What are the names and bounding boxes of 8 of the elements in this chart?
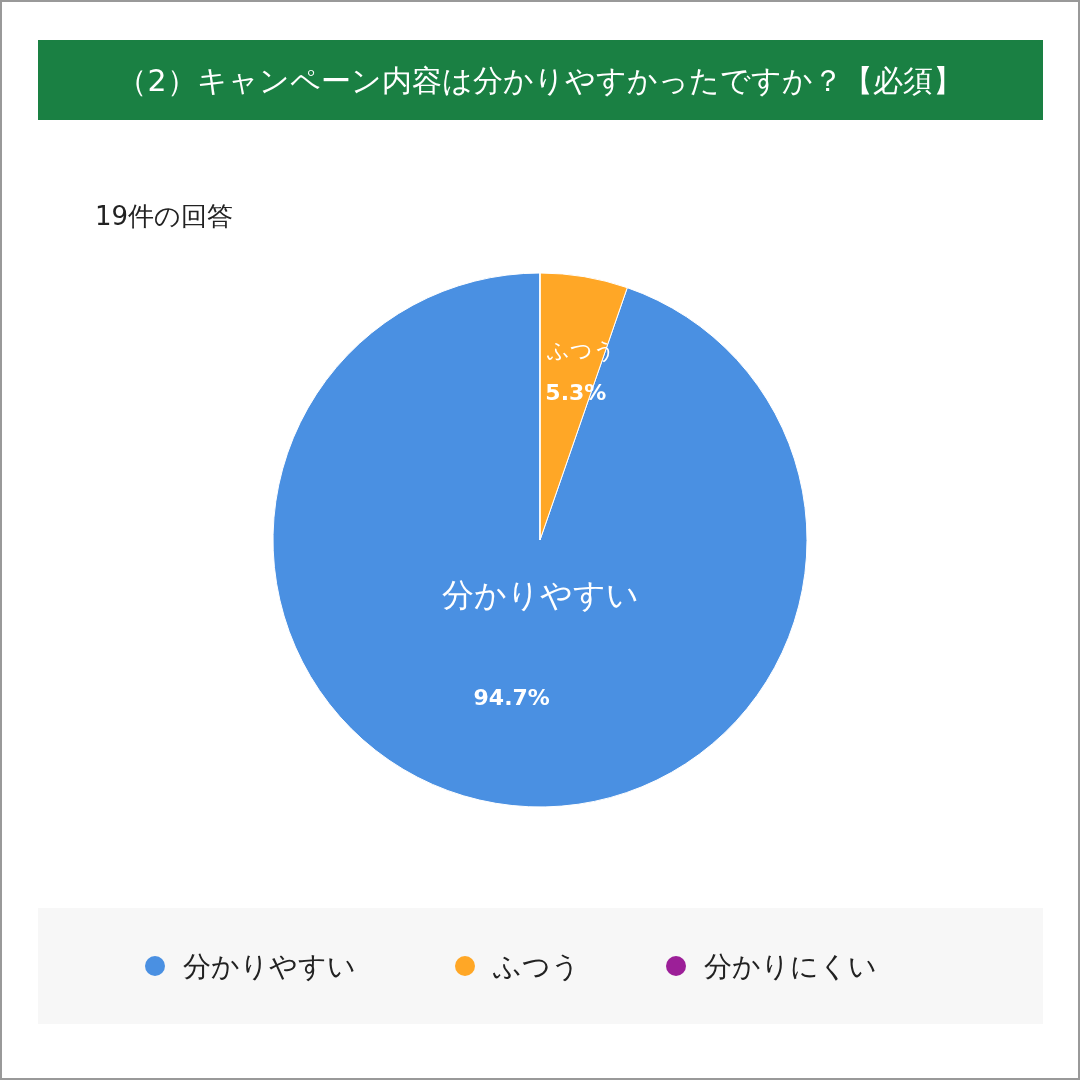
chart-subtitle: 19件の回答 bbox=[95, 201, 234, 231]
legend-label: 分かりにくい bbox=[704, 949, 877, 983]
legend-label: 分かりやすい bbox=[183, 949, 356, 983]
chart-title: （2）キャンペーン内容は分かりやすかったですか？【必須】 bbox=[117, 62, 963, 98]
pie-slice bbox=[272, 272, 808, 808]
legend-label: ふつう bbox=[492, 949, 580, 983]
slice-label: 分かりやすい bbox=[441, 576, 639, 615]
data-label: 94.7% bbox=[473, 684, 550, 710]
